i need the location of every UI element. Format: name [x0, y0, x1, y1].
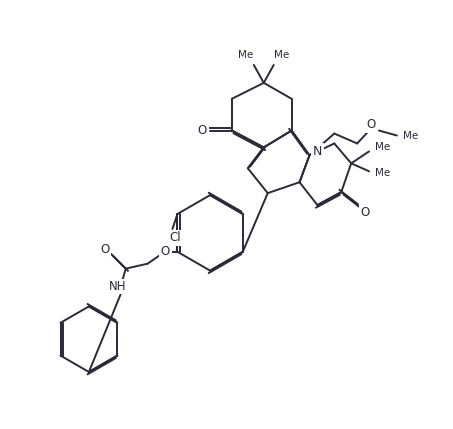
Text: Me: Me: [274, 50, 289, 60]
Text: N: N: [313, 145, 322, 158]
Text: Me: Me: [403, 130, 419, 141]
Text: O: O: [366, 118, 376, 131]
Text: Me: Me: [238, 50, 254, 60]
Text: Me: Me: [376, 142, 390, 152]
Text: O: O: [100, 243, 110, 256]
Text: O: O: [361, 205, 370, 218]
Text: NH: NH: [109, 280, 126, 293]
Text: O: O: [161, 245, 170, 258]
Text: O: O: [198, 124, 207, 137]
Text: Cl: Cl: [169, 231, 181, 245]
Text: Me: Me: [376, 168, 390, 178]
